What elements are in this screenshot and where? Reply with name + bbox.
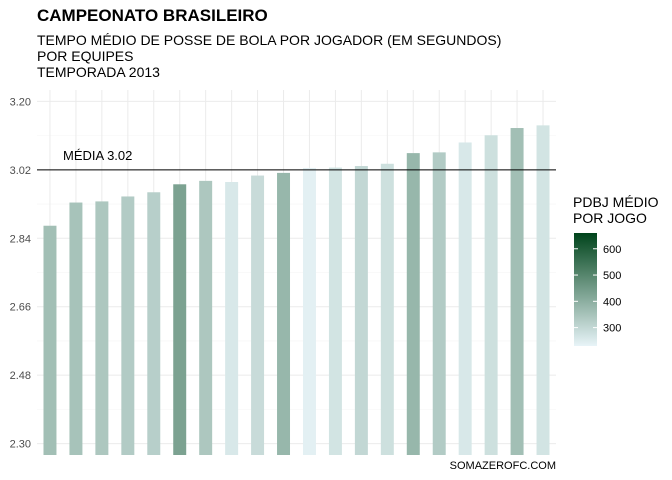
mean-label: MÉDIA 3.02 (63, 148, 132, 163)
legend-tick-label: 500 (603, 270, 621, 282)
legend-title-line-1: PDBJ MÉDIO (573, 194, 659, 210)
caption: SOMAZEROFC.COM (449, 460, 556, 472)
y-axis: 2.30 2.48 2.66 2.84 3.02 3.20 (10, 96, 31, 450)
y-tick-label: 2.66 (10, 302, 31, 314)
bar-12 (328, 167, 342, 455)
y-tick-label: 3.20 (10, 96, 31, 108)
bar-16 (432, 152, 446, 455)
bar-2 (69, 202, 83, 455)
bar-10 (277, 172, 291, 455)
bar-8 (225, 182, 239, 455)
chart-title: CAMPEONATO BRASILEIRO (37, 6, 268, 25)
bar-18 (484, 135, 498, 455)
color-legend: 300 400 500 600 (574, 233, 621, 346)
bar-6 (173, 184, 187, 455)
legend-tick-label: 400 (603, 296, 621, 308)
gridlines (37, 90, 556, 455)
bar-19 (510, 128, 524, 456)
y-tick-label: 3.02 (10, 165, 31, 177)
bars (43, 125, 550, 456)
bar-4 (121, 196, 135, 456)
bar-7 (199, 180, 213, 455)
bar-13 (354, 166, 368, 455)
y-tick-label: 2.84 (10, 233, 31, 245)
subtitle-line-3: TEMPORADA 2013 (37, 64, 160, 80)
y-tick-label: 2.30 (10, 439, 31, 451)
legend-title: PDBJ MÉDIO POR JOGO (573, 194, 659, 226)
bar-20 (536, 125, 550, 455)
bar-14 (380, 163, 394, 455)
subtitle-line-2: POR EQUIPES (37, 48, 134, 64)
bar-9 (251, 175, 265, 455)
bar-17 (458, 142, 472, 455)
legend-tick-label: 300 (603, 323, 621, 335)
bar-5 (147, 192, 161, 455)
chart-subtitle: TEMPO MÉDIO DE POSSE DE BOLA POR JOGADOR… (37, 32, 501, 80)
legend-tick-label: 600 (603, 244, 621, 256)
mean-line-group: MÉDIA 3.02 (37, 148, 556, 171)
bar-11 (302, 167, 316, 456)
bar-1 (43, 225, 57, 455)
bar-15 (406, 153, 420, 456)
subtitle-line-1: TEMPO MÉDIO DE POSSE DE BOLA POR JOGADOR… (37, 32, 502, 48)
legend-colorbar (574, 233, 597, 346)
bar-3 (95, 201, 109, 455)
y-tick-label: 2.48 (10, 370, 31, 382)
legend-title-line-2: POR JOGO (573, 210, 647, 226)
